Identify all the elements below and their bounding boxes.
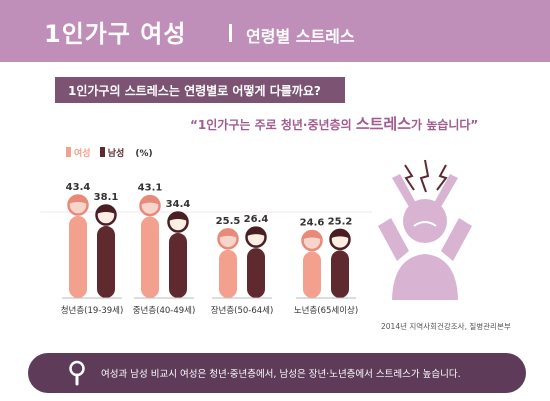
legend-female-swatch	[66, 147, 71, 157]
bar-female	[141, 216, 159, 298]
source-note: 2014년 지역사회건강조사, 질병관리본부	[381, 322, 511, 331]
quote: “1인가구는 주로 청년·중년층의 스트레스가 높습니다”	[190, 113, 478, 134]
category-label: 장년층(50-64세)	[211, 305, 274, 316]
bar-male	[97, 226, 115, 298]
conclusion-banner: 여성과 남성 비교시 여성은 청년·중년층에서, 남성은 장년·노년층에서 스트…	[28, 353, 526, 393]
legend-male-swatch	[99, 147, 105, 157]
header-title: 1인가구 여성	[44, 20, 187, 48]
bars-group: 43.438.1 청년층(19-39세) 43.134.4 중년층(40-49세) 25…	[61, 182, 359, 316]
stressed-person-icon	[378, 159, 472, 300]
hair-female	[140, 195, 160, 205]
data-label-male: 34.4	[166, 199, 191, 210]
category-label: 노년층(65세이상)	[294, 305, 358, 316]
quote-open-mark: “	[190, 118, 198, 132]
hair-female	[68, 194, 88, 204]
bar-male	[247, 248, 265, 298]
quote-part2: 가 높습니다	[411, 118, 471, 132]
question-text: 1인가구의 스트레스는 연령별로 어떻게 다를까요?	[68, 84, 321, 98]
hair-male	[246, 226, 266, 237]
hair-male	[168, 211, 188, 222]
data-label-female: 25.5	[216, 216, 241, 227]
magnifier-icon	[69, 360, 85, 386]
quote-close-mark: ”	[470, 118, 479, 132]
hair-female	[302, 230, 322, 240]
conclusion-text: 여성과 남성 비교시 여성은 청년·중년층에서, 남성은 장년·노년층에서 스트…	[101, 369, 461, 380]
bar-female	[69, 216, 87, 298]
header-divider	[229, 24, 232, 42]
quote-highlight: 스트레스	[355, 115, 412, 133]
bar-female	[219, 249, 237, 298]
data-label-female: 24.6	[300, 218, 325, 229]
data-label-male: 38.1	[94, 192, 119, 203]
data-label-female: 43.1	[138, 183, 163, 194]
category-label: 중년층(40-49세)	[133, 305, 196, 316]
bar-male	[331, 250, 349, 298]
legend-male-label: 남성	[107, 149, 125, 159]
category-label: 청년층(19-39세)	[61, 305, 124, 316]
hair-male	[96, 204, 116, 215]
bar-female	[303, 251, 321, 298]
data-label-female: 43.4	[66, 182, 91, 193]
quote-part1: 1인가구는 주로 청년·중년층의	[197, 118, 356, 132]
chart-legend: 여성 남성 (%)	[66, 146, 153, 159]
legend-unit: (%)	[135, 149, 153, 159]
hair-male	[330, 228, 350, 239]
hair-female	[218, 228, 238, 238]
legend-female-label: 여성	[74, 149, 91, 159]
header-subtitle: 연령별 스트레스	[246, 27, 355, 46]
header-banner: 1인가구 여성 연령별 스트레스	[0, 0, 550, 62]
data-label-male: 25.2	[328, 216, 353, 227]
bar-male	[169, 233, 187, 298]
question-banner: 1인가구의 스트레스는 연령별로 어떻게 다를까요?	[55, 77, 345, 103]
data-label-male: 26.4	[244, 214, 269, 225]
